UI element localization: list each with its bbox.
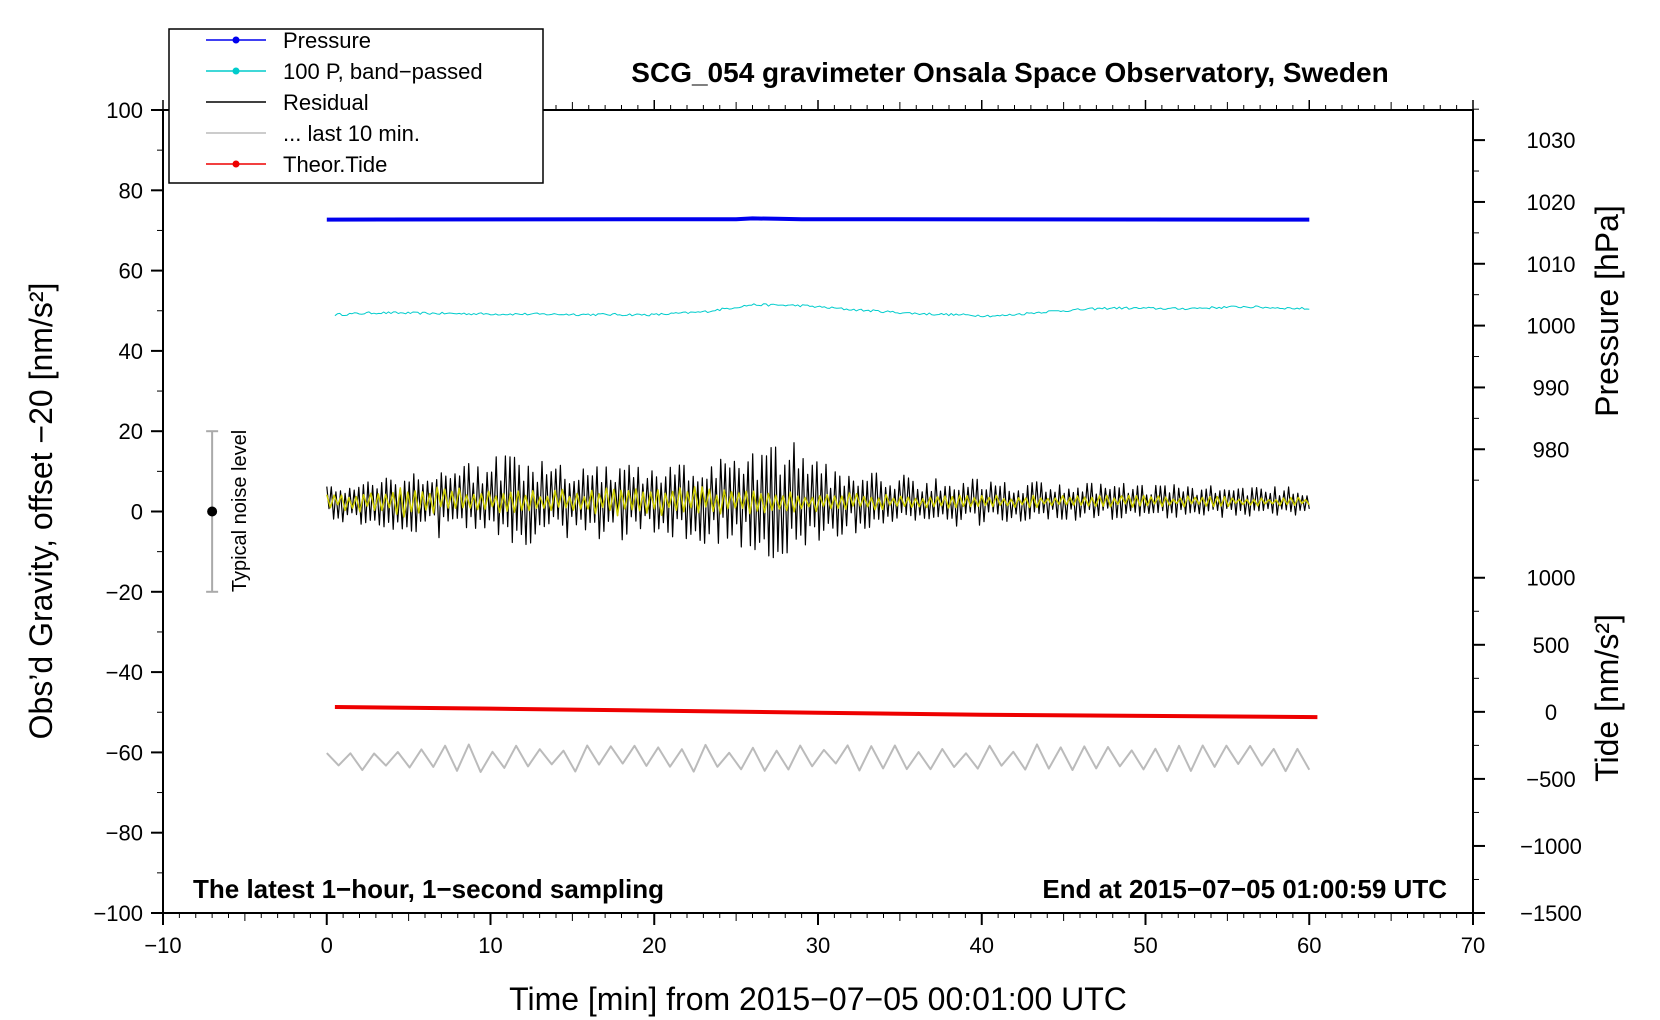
y-tick-label: −40 bbox=[106, 660, 143, 685]
pressure-tick-label: 980 bbox=[1533, 437, 1570, 462]
noise-level-label: Typical noise level bbox=[229, 430, 251, 592]
x-tick-label: 30 bbox=[806, 933, 830, 958]
legend-box bbox=[168, 28, 544, 184]
y-tick-label: 60 bbox=[119, 259, 143, 284]
pressure-tick-label: 1000 bbox=[1527, 314, 1576, 339]
legend-pressure-marker bbox=[232, 36, 240, 44]
series-pressure-line bbox=[326, 216, 1310, 222]
annotation-end-time: End at 2015−07−05 01:00:59 UTC bbox=[1042, 874, 1447, 904]
tide-tick-label: −500 bbox=[1526, 767, 1576, 792]
x-tick-label: 60 bbox=[1297, 933, 1321, 958]
y-tick-label: −80 bbox=[106, 821, 143, 846]
legend-last-10-min-label: ... last 10 min. bbox=[283, 121, 420, 146]
x-tick-label: −10 bbox=[144, 933, 181, 958]
y-tick-label: 40 bbox=[119, 339, 143, 364]
legend-100-p-band-passed-label: 100 P, band−passed bbox=[283, 59, 483, 84]
x-tick-label: 40 bbox=[970, 933, 994, 958]
legend-pressure-label: Pressure bbox=[283, 28, 371, 53]
tide-tick-label: 500 bbox=[1533, 633, 1570, 658]
legend-theor-tide-label: Theor.Tide bbox=[283, 152, 387, 177]
noise-bar-center-dot bbox=[207, 506, 218, 517]
y-axis-title-tide: Tide [nm/s²] bbox=[1589, 614, 1625, 782]
y-tick-label: −20 bbox=[106, 580, 143, 605]
pressure-tick-label: 1030 bbox=[1527, 128, 1576, 153]
chart-title: SCG_054 gravimeter Onsala Space Observat… bbox=[631, 57, 1388, 88]
x-tick-label: 50 bbox=[1133, 933, 1157, 958]
pressure-tick-label: 1020 bbox=[1527, 190, 1576, 215]
y-axis-title-left: Obs’d Gravity, offset −20 [nm/s²] bbox=[23, 283, 59, 740]
axis-labels: −10 0 10 20 30 40 50 60 70−100−80−60−40−20020406… bbox=[93, 98, 1581, 958]
y-tick-label: 0 bbox=[131, 500, 143, 525]
x-axis-title: Time [min] from 2015−07−05 00:01:00 UTC bbox=[509, 981, 1127, 1017]
y-tick-label: 80 bbox=[119, 178, 143, 203]
tide-tick-label: −1000 bbox=[1520, 834, 1582, 859]
series-residual-yellow-line bbox=[326, 486, 1310, 518]
y-tick-label: 100 bbox=[106, 98, 143, 123]
annotation-sampling: The latest 1−hour, 1−second sampling bbox=[193, 874, 664, 904]
y-tick-label: −100 bbox=[93, 901, 143, 926]
pressure-tick-label: 1010 bbox=[1527, 252, 1576, 277]
y-axis-title-pressure: Pressure [hPa] bbox=[1589, 205, 1625, 417]
series-layer bbox=[326, 216, 1318, 773]
series-last-10-min-line bbox=[326, 743, 1311, 773]
series-100-p-band-passed-line bbox=[334, 303, 1310, 318]
y-tick-label: −60 bbox=[106, 740, 143, 765]
x-tick-label: 70 bbox=[1461, 933, 1485, 958]
pressure-tick-label: 990 bbox=[1533, 375, 1570, 400]
legend: Pressure 100 P, band−passed Residual ... la… bbox=[168, 28, 544, 184]
noise-level-indicator: Typical noise level bbox=[206, 430, 251, 593]
x-tick-label: 0 bbox=[321, 933, 333, 958]
legend-theor-tide-marker bbox=[232, 160, 240, 168]
tide-tick-label: 1000 bbox=[1527, 566, 1576, 591]
legend-residual-label: Residual bbox=[283, 90, 369, 115]
legend-100-p-band-passed-marker bbox=[232, 67, 240, 75]
tide-tick-label: −1500 bbox=[1520, 901, 1582, 926]
x-tick-label: 20 bbox=[642, 933, 666, 958]
x-tick-label: 10 bbox=[478, 933, 502, 958]
tide-tick-label: 0 bbox=[1545, 700, 1557, 725]
y-tick-label: 20 bbox=[119, 419, 143, 444]
legend-items: Pressure 100 P, band−passed Residual ... la… bbox=[206, 28, 483, 177]
series-theor-tide-line bbox=[334, 705, 1318, 720]
